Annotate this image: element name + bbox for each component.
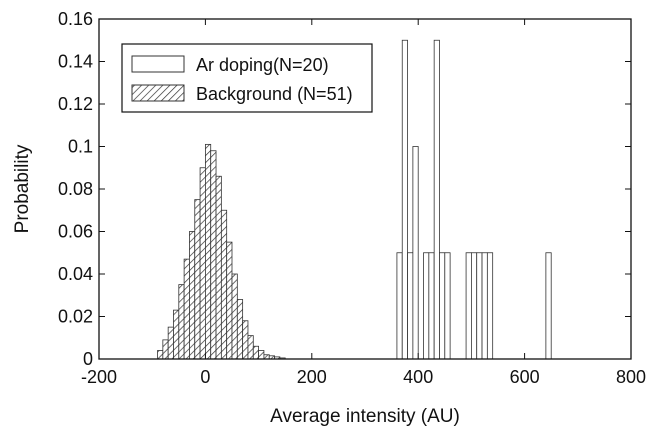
legend-label-background: Background (N=51) [196, 84, 353, 104]
bar-background [220, 209, 228, 360]
y-tick-label: 0.04 [58, 264, 93, 284]
bar-background [173, 309, 180, 360]
x-tick-label: 600 [510, 367, 540, 387]
bar-background [226, 241, 233, 360]
bar-background [194, 199, 201, 360]
bar-ar-doping [470, 252, 478, 360]
bar-background [178, 284, 185, 360]
bar-ar-doping [407, 252, 414, 360]
bar-ar-doping [433, 39, 440, 360]
legend-swatch-background [131, 84, 185, 102]
bar-background [189, 231, 196, 360]
y-tick-label: 0.14 [58, 52, 93, 72]
bar-ar-doping [444, 252, 451, 360]
bar-background [183, 258, 190, 360]
bar-ar-doping [465, 252, 472, 360]
bar-background [210, 150, 217, 360]
y-tick-label: 0.16 [58, 9, 93, 29]
x-tick-label: -200 [81, 367, 117, 387]
bar-ar-doping [545, 252, 552, 360]
bar-ar-doping [476, 252, 483, 360]
bar-background [167, 326, 174, 360]
bar-ar-doping [486, 252, 494, 360]
bar-background [258, 350, 265, 360]
legend-swatch-ar-doping [131, 55, 185, 73]
bar-ar-doping [396, 252, 403, 360]
x-tick-label: 400 [403, 367, 433, 387]
bar-background [215, 175, 222, 360]
y-tick-label: 0.02 [58, 307, 93, 327]
bar-background [199, 167, 206, 360]
legend-label-ar-doping: Ar doping(N=20) [196, 55, 329, 75]
y-axis-label: Probability [12, 144, 33, 233]
bar-ar-doping [412, 146, 419, 360]
y-tick-label: 0.1 [68, 137, 93, 157]
bar-background [242, 320, 249, 360]
bar-background [204, 143, 212, 360]
y-tick-label: 0.06 [58, 222, 93, 242]
bar-ar-doping [439, 252, 446, 360]
bar-background [162, 339, 169, 360]
bar-ar-doping [401, 39, 408, 360]
bar-background [236, 299, 244, 360]
x-axis-label: Average intensity (AU) [270, 406, 460, 427]
bar-ar-doping [481, 252, 488, 360]
x-tick-label: 0 [200, 367, 210, 387]
bar-ar-doping [423, 252, 430, 360]
y-tick-label: 0.08 [58, 179, 93, 199]
bar-background [252, 345, 259, 360]
x-tick-label: 200 [297, 367, 327, 387]
legend: Ar doping(N=20) Background (N=51) [121, 43, 373, 113]
bar-background [231, 273, 238, 360]
bar-ar-doping [428, 252, 435, 360]
y-tick-label: 0.12 [58, 94, 93, 114]
ticks-layer: -200 0 200 400 600 80000.020.040.060.080.10.1… [58, 9, 646, 387]
bar-background [247, 335, 254, 360]
bar-background [157, 350, 164, 360]
x-tick-label: 800 [616, 367, 646, 387]
y-tick-label: 0 [83, 349, 93, 369]
